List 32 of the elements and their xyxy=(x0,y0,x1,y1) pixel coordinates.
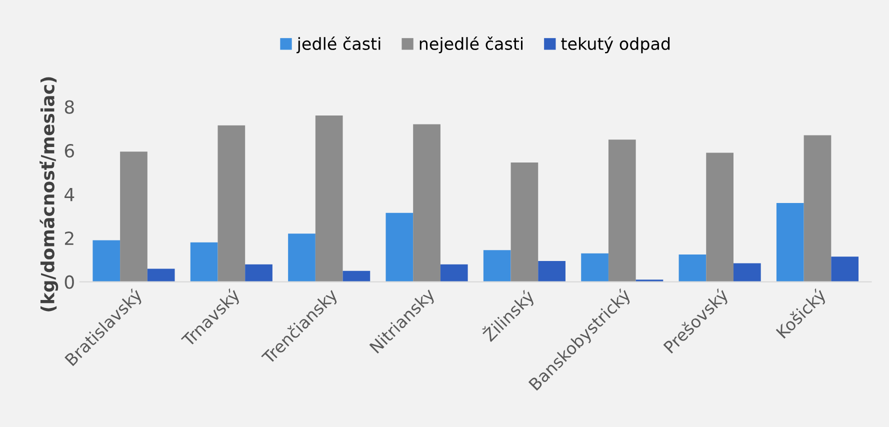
y-tick-label: 4 xyxy=(64,188,74,202)
y-tick-label: 2 xyxy=(64,232,74,245)
bar xyxy=(440,264,468,282)
legend-label: nejedlé časti xyxy=(420,36,522,54)
bar xyxy=(831,256,859,282)
bar xyxy=(776,203,804,282)
bar xyxy=(733,263,761,282)
y-axis-title: (kg/domácnosť/mesiac) xyxy=(40,77,58,312)
legend-label: jedlé časti xyxy=(296,36,380,54)
bar xyxy=(678,254,706,282)
bar xyxy=(804,135,832,282)
y-tick-label: 8 xyxy=(64,100,74,114)
bar xyxy=(510,162,538,282)
bar xyxy=(706,152,734,282)
bar xyxy=(483,250,511,282)
bar xyxy=(147,268,175,282)
bar xyxy=(288,234,316,282)
legend-label: tekutý odpad xyxy=(561,36,670,54)
bar xyxy=(413,124,440,282)
bar xyxy=(608,140,636,282)
y-tick-label: 0 xyxy=(64,275,74,289)
bar xyxy=(342,270,370,282)
y-tick-label: 6 xyxy=(64,144,74,158)
bar xyxy=(581,253,608,282)
bar xyxy=(245,264,272,282)
bar xyxy=(386,212,414,282)
bar xyxy=(120,152,148,282)
bar xyxy=(538,261,566,282)
bar xyxy=(92,240,120,282)
bar xyxy=(315,116,343,282)
bar xyxy=(218,125,246,282)
bar xyxy=(190,242,218,282)
